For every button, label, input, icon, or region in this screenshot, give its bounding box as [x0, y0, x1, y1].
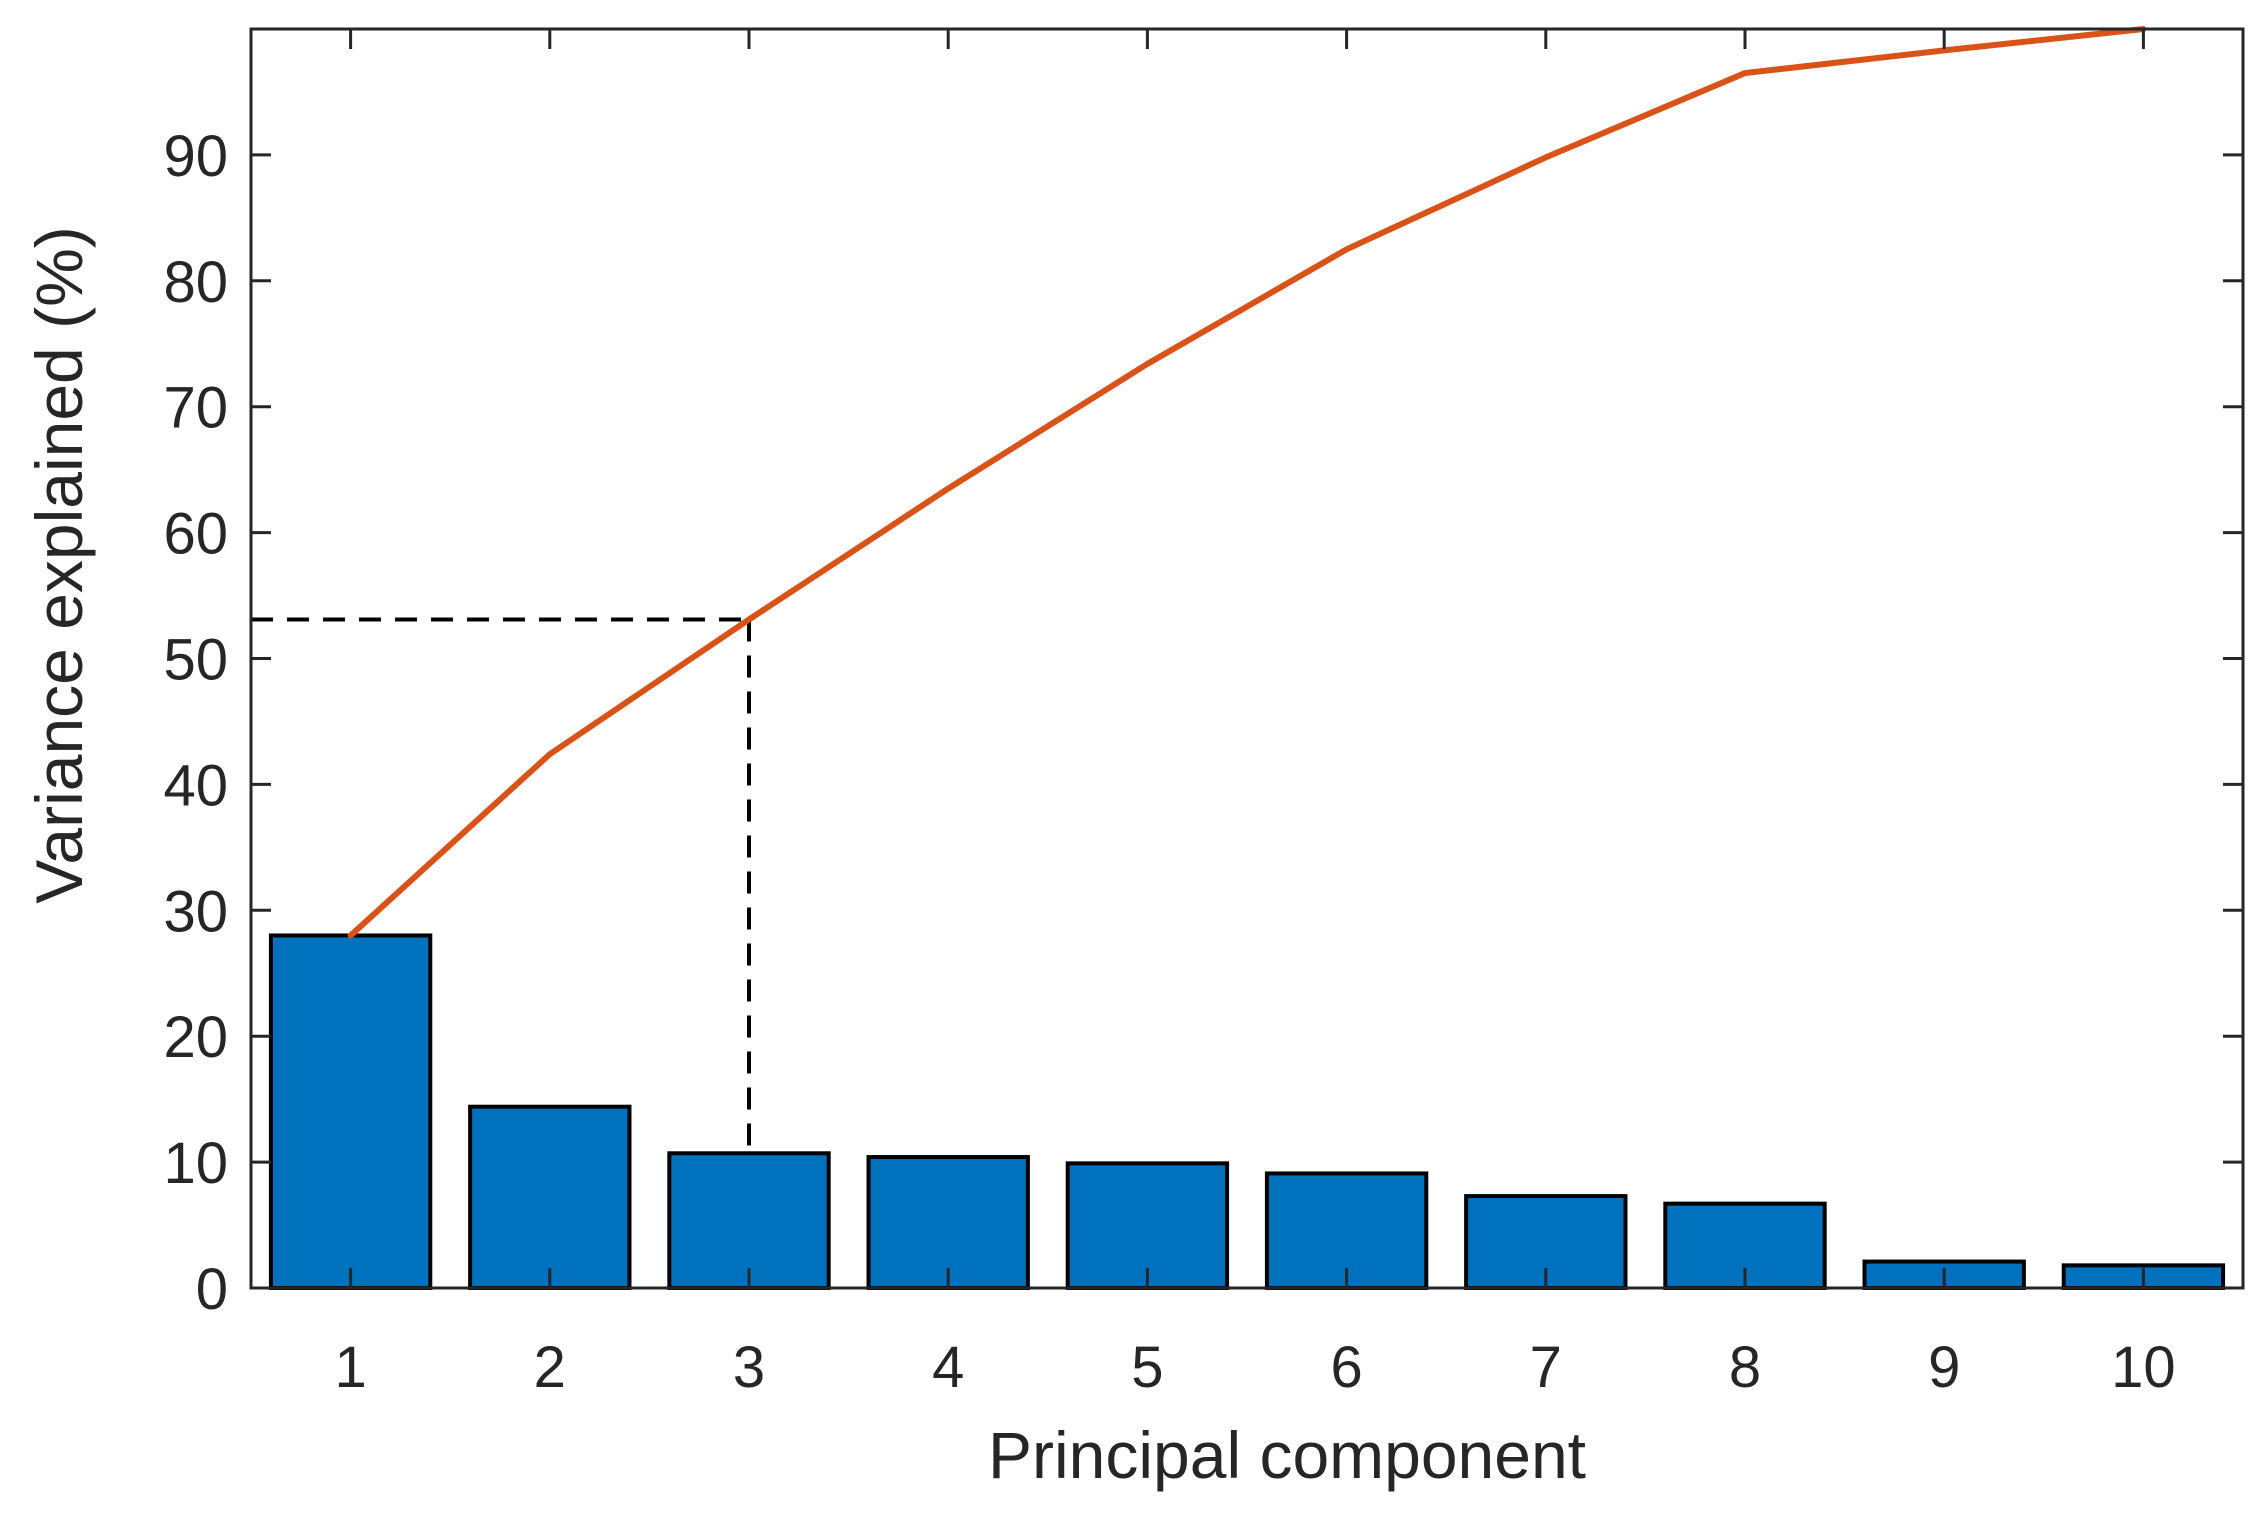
x-tick-label-5: 5: [1131, 1335, 1163, 1400]
x-tick-label-6: 6: [1330, 1335, 1362, 1400]
y-tick-label-80: 80: [163, 250, 228, 315]
y-tick-label-60: 60: [163, 502, 228, 567]
line-layer: [347, 26, 2147, 939]
y-tick-label-40: 40: [163, 753, 228, 818]
bars-layer: [268, 933, 2226, 1291]
ticks-layer: 1 2 3 4 5 6 7 8 9 10 0 10 20 30 40 50 60 70 80 90: [163, 29, 2243, 1400]
y-axis-label: Variance explained (%): [22, 226, 96, 903]
x-tick-label-1: 1: [334, 1335, 366, 1400]
x-tick-label-10: 10: [2111, 1335, 2176, 1400]
y-tick-label-10: 10: [163, 1131, 228, 1196]
x-tick-label-3: 3: [733, 1335, 765, 1400]
y-tick-label-0: 0: [196, 1257, 228, 1322]
y-tick-label-20: 20: [163, 1005, 228, 1070]
bar-1: [268, 933, 433, 1290]
y-tick-label-90: 90: [163, 124, 228, 189]
guide-layer: [251, 617, 751, 1154]
x-tick-label-8: 8: [1729, 1335, 1761, 1400]
x-axis-label: Principal component: [988, 1418, 1586, 1492]
bar-2: [468, 1104, 632, 1290]
y-tick-label-30: 30: [163, 879, 228, 944]
bar-3: [667, 1151, 831, 1290]
cumulative-variance-line: [347, 26, 2147, 939]
x-tick-label-2: 2: [534, 1335, 566, 1400]
x-tick-label-9: 9: [1928, 1335, 1960, 1400]
x-tick-label-7: 7: [1530, 1335, 1562, 1400]
x-tick-label-4: 4: [932, 1335, 964, 1400]
y-tick-label-70: 70: [163, 376, 228, 441]
y-tick-label-50: 50: [163, 628, 228, 693]
